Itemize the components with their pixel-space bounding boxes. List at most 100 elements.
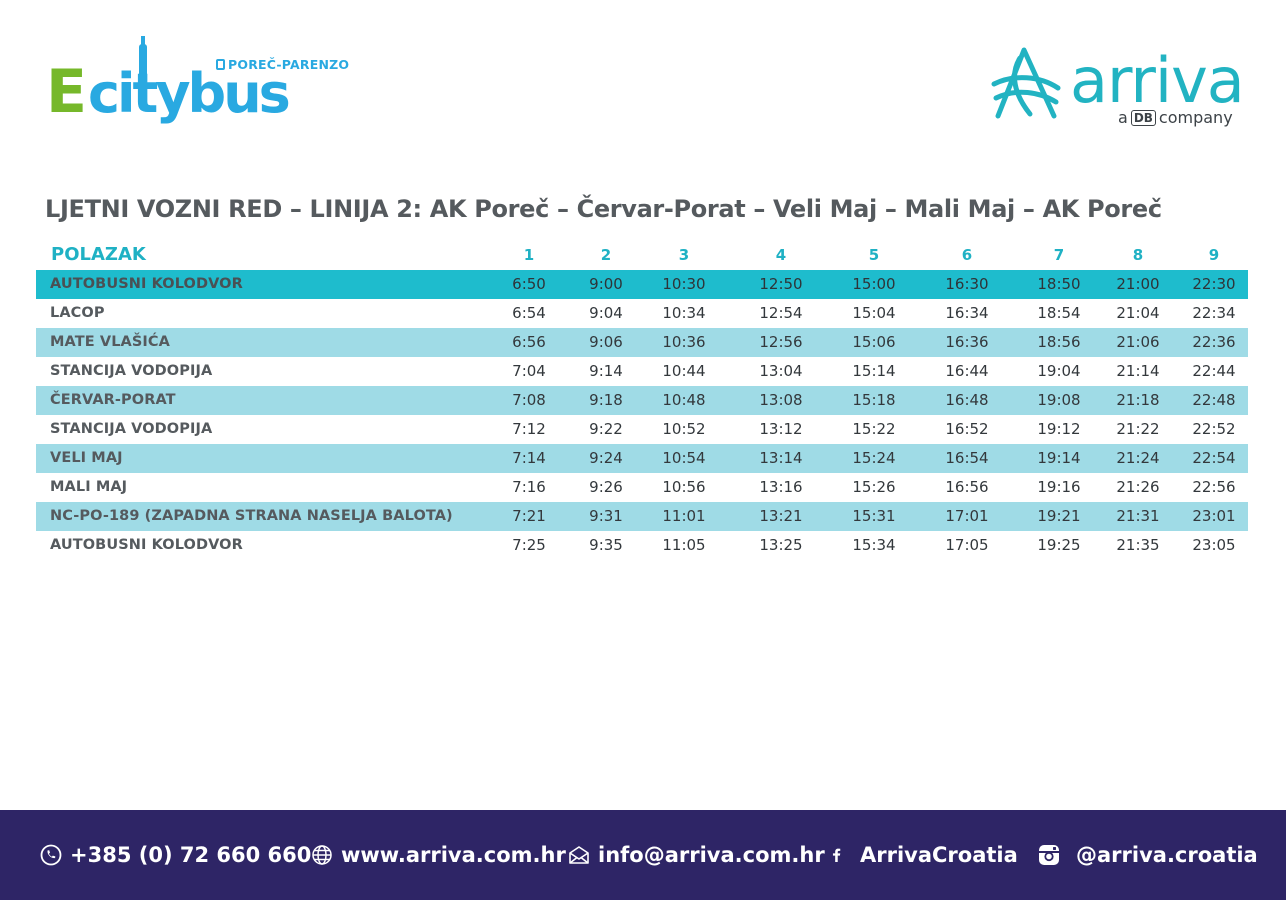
departure-time: 15:04 [852,304,896,322]
departure-time: 10:48 [642,386,726,415]
departure-time: 16:52 [945,420,989,438]
departure-time: 21:35 [1116,536,1160,554]
stop-name: LACOP [50,305,105,321]
departure-time: 16:48 [912,386,1022,415]
phone-contact[interactable]: +385 (0) 72 660 660 [40,838,311,872]
departure-time: 7:08 [488,386,570,415]
departure-time: 7:14 [488,444,570,473]
departure-time: 16:44 [945,362,989,380]
departure-number: 3 [678,246,690,264]
facebook-handle: ArrivaCroatia [860,843,1018,867]
departure-time: 15:34 [852,536,896,554]
departure-time: 12:50 [726,270,836,299]
arriva-tagline-before: a [1118,108,1128,127]
departure-time: 16:56 [945,478,989,496]
departure-time: 7:21 [488,502,570,531]
departure-time: 15:26 [852,478,896,496]
departure-time: 7:16 [512,478,546,496]
departure-time: 22:30 [1180,270,1248,299]
email-link[interactable]: info@arriva.com.hr [568,838,825,872]
table-row: AUTOBUSNI KOLODVOR 6:50 9:00 10:30 12:50… [36,270,1248,299]
departure-time: 18:54 [1037,304,1081,322]
departure-time: 17:01 [912,502,1022,531]
instagram-handle: @arriva.croatia [1076,843,1258,867]
departure-time: 17:05 [945,536,989,554]
stop-name: STANCIJA VODOPIJA [50,421,213,437]
departure-time: 11:05 [662,536,706,554]
departure-number: 4 [775,246,787,264]
db-badge: DB [1130,110,1156,126]
departure-time: 22:48 [1180,386,1248,415]
stop-name: NC-PO-189 (ZAPADNA STRANA NASELJA BALOTA… [36,502,488,531]
departure-time: 6:54 [512,304,546,322]
departure-time: 22:54 [1180,444,1248,473]
stop-name: MALI MAJ [50,479,128,495]
email-address: info@arriva.com.hr [598,843,825,867]
departure-time: 6:56 [488,328,570,357]
timetable-header-row: POLAZAK 1 2 3 4 5 6 7 8 9 [36,240,1248,270]
citybus-logo: E citybus POREČ-PARENZO [44,36,349,132]
departure-time: 7:04 [512,362,546,380]
departure-number: 5 [868,246,880,264]
arriva-logo: arriva a DB company [990,44,1252,132]
table-row: AUTOBUSNI KOLODVOR 7:25 9:35 11:05 13:25… [36,531,1248,560]
departure-time: 16:30 [912,270,1022,299]
website-link[interactable]: www.arriva.com.hr [311,838,566,872]
departure-time: 13:25 [759,536,803,554]
departure-time: 9:22 [589,420,623,438]
contact-footer: +385 (0) 72 660 660 www.arriva.com.hr in… [0,810,1286,900]
tower-small-icon [216,59,225,70]
departure-time: 7:25 [512,536,546,554]
departure-time: 10:56 [662,478,706,496]
departure-time: 23:05 [1192,536,1236,554]
stop-name: VELI MAJ [36,444,488,473]
table-row: NC-PO-189 (ZAPADNA STRANA NASELJA BALOTA… [36,502,1248,531]
departure-time: 10:54 [642,444,726,473]
instagram-link[interactable]: @arriva.croatia [1038,838,1258,872]
departure-time: 21:31 [1096,502,1180,531]
table-row: MATE VLAŠIĆA 6:56 9:06 10:36 12:56 15:06… [36,328,1248,357]
departure-time: 19:04 [1037,362,1081,380]
timetable: POLAZAK 1 2 3 4 5 6 7 8 9 AUTOBUSNI KOLO… [36,240,1248,560]
arriva-tagline-after: company [1158,108,1233,127]
departure-time: 6:50 [488,270,570,299]
departure-time: 10:30 [642,270,726,299]
departure-time: 23:01 [1180,502,1248,531]
stop-name: ČERVAR-PORAT [36,386,488,415]
table-row: ČERVAR-PORAT 7:08 9:18 10:48 13:08 15:18… [36,386,1248,415]
departure-time: 22:56 [1192,478,1236,496]
departure-time: 13:12 [759,420,803,438]
departure-time: 13:08 [726,386,836,415]
departure-time: 13:14 [726,444,836,473]
facebook-link[interactable]: ArrivaCroatia [832,838,1018,872]
page-title: LJETNI VOZNI RED – LINIJA 2: AK Poreč – … [45,195,1162,223]
departure-time: 22:34 [1192,304,1236,322]
mail-icon [569,846,589,864]
departure-time: 19:25 [1037,536,1081,554]
departure-time: 15:14 [852,362,896,380]
phone-icon [40,844,62,866]
departure-time: 21:04 [1116,304,1160,322]
departure-time: 21:14 [1116,362,1160,380]
table-row: STANCIJA VODOPIJA 7:04 9:14 10:44 13:04 … [36,357,1248,386]
facebook-icon [832,848,841,862]
departure-number: 8 [1132,246,1144,264]
departure-time: 22:44 [1192,362,1236,380]
departure-time: 18:56 [1022,328,1096,357]
departure-time: 9:26 [589,478,623,496]
departure-time: 12:54 [759,304,803,322]
globe-icon [312,845,332,865]
departure-time: 15:18 [836,386,912,415]
departure-time: 19:14 [1022,444,1096,473]
departure-time: 10:44 [662,362,706,380]
departure-time: 21:26 [1116,478,1160,496]
departure-time: 15:06 [836,328,912,357]
departure-time: 9:04 [589,304,623,322]
arriva-tagline: a DB company [1118,108,1233,128]
departure-time: 13:21 [726,502,836,531]
departure-time: 9:35 [589,536,623,554]
departure-time: 15:31 [836,502,912,531]
departure-time: 19:16 [1037,478,1081,496]
departure-number: 7 [1053,246,1065,264]
table-row: LACOP 6:54 9:04 10:34 12:54 15:04 16:34 … [36,299,1248,328]
